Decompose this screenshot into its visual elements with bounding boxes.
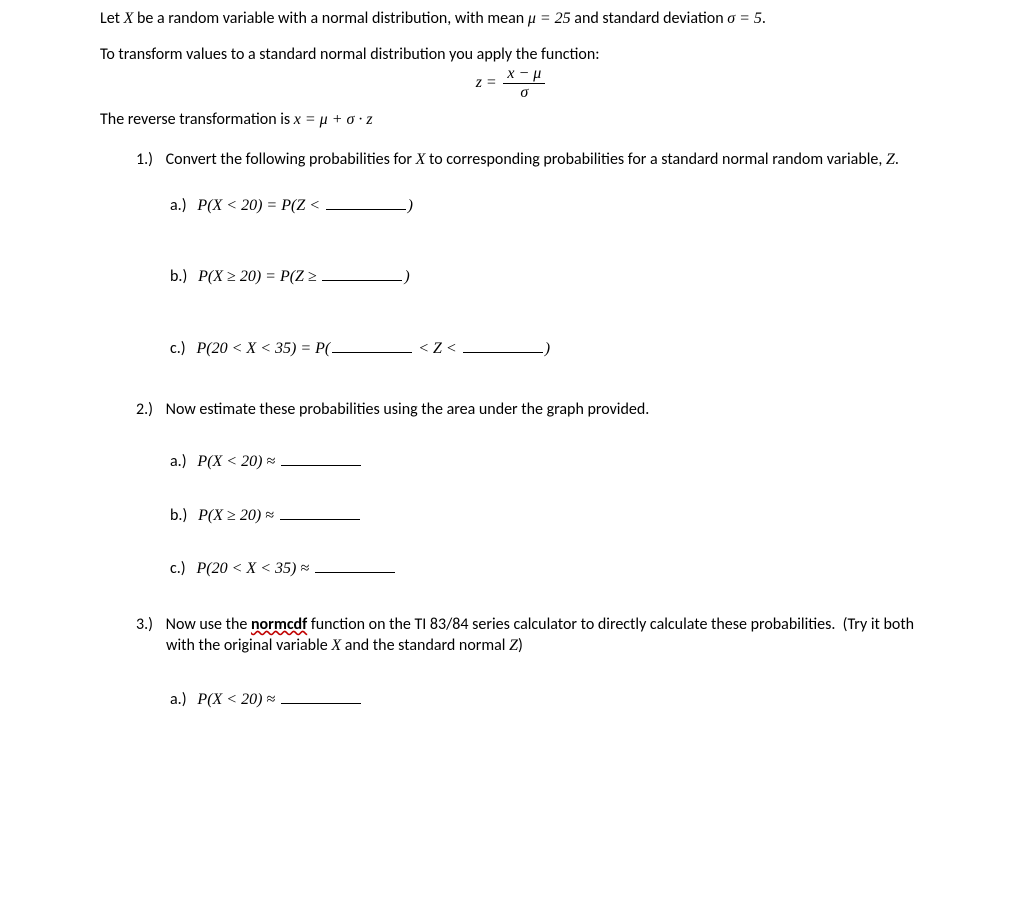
q2-text: Now estimate these probabilities using t… bbox=[166, 400, 650, 419]
q3-number: 3.) bbox=[136, 614, 162, 636]
q2a-label: a.) bbox=[170, 452, 187, 471]
text: Convert the following probabilities for bbox=[166, 150, 416, 169]
q1c-expr-left: P(20 < X < 35) = P( bbox=[197, 340, 331, 357]
frac-num: x − μ bbox=[503, 65, 545, 84]
q2a-expr: P(X < 20) ≈ bbox=[197, 453, 279, 470]
q2-prompt: 2.) Now estimate these probabilities usi… bbox=[136, 399, 924, 421]
text: be a random variable with a normal distr… bbox=[133, 9, 527, 28]
q1a-blank[interactable] bbox=[326, 193, 406, 210]
text: Let bbox=[100, 9, 124, 28]
q2-number: 2.) bbox=[136, 399, 162, 421]
z-eq-left: z = bbox=[476, 74, 497, 91]
var-z: Z bbox=[886, 151, 895, 168]
q1a-expr-right: ) bbox=[408, 197, 413, 214]
q2c-blank[interactable] bbox=[315, 556, 395, 573]
q1c-label: c.) bbox=[170, 339, 186, 358]
q1c-expr-mid: < Z < bbox=[414, 340, 461, 357]
q1-prompt: 1.) Convert the following probabilities … bbox=[136, 149, 924, 171]
q1c-blank1[interactable] bbox=[332, 336, 412, 353]
var-z: Z bbox=[509, 637, 518, 654]
text: Now use the bbox=[166, 615, 251, 634]
text: . bbox=[895, 150, 899, 169]
z-formula: z = x − μ σ bbox=[100, 65, 924, 101]
q3a: a.) P(X < 20) ≈ bbox=[170, 687, 924, 711]
q2c-expr: P(20 < X < 35) ≈ bbox=[197, 560, 314, 577]
normcdf-word: normcdf bbox=[251, 615, 307, 634]
sigma-value: = 5 bbox=[735, 10, 762, 27]
question-2: 2.) Now estimate these probabilities usi… bbox=[136, 399, 924, 579]
q2c-label: c.) bbox=[170, 559, 186, 578]
fraction: x − μ σ bbox=[503, 65, 545, 101]
var-x: X bbox=[124, 10, 134, 27]
var-x: X bbox=[416, 151, 426, 168]
q3a-label: a.) bbox=[170, 690, 187, 709]
intro-line2: To transform values to a standard normal… bbox=[100, 44, 924, 66]
text: and standard deviation bbox=[571, 9, 728, 28]
q1b-label: b.) bbox=[170, 267, 187, 286]
mu-value: = 25 bbox=[536, 10, 571, 27]
q1-number: 1.) bbox=[136, 149, 162, 171]
q1b: b.) P(X ≥ 20) = P(Z ≥ ) bbox=[170, 264, 924, 288]
q2a: a.) P(X < 20) ≈ bbox=[170, 449, 924, 473]
q1b-expr-right: ) bbox=[404, 268, 409, 285]
q2b-expr: P(X ≥ 20) ≈ bbox=[198, 507, 278, 524]
question-1: 1.) Convert the following probabilities … bbox=[136, 149, 924, 359]
text: . bbox=[762, 9, 766, 28]
question-3: 3.) Now use the normcdf function on the … bbox=[136, 614, 924, 711]
text: to corresponding probabilities for a sta… bbox=[425, 150, 886, 169]
reverse-eq: x = μ + σ · z bbox=[294, 111, 373, 128]
var-mu: μ bbox=[528, 10, 536, 27]
q1a-label: a.) bbox=[170, 196, 187, 215]
q2b: b.) P(X ≥ 20) ≈ bbox=[170, 503, 924, 527]
intro-line1: Let X be a random variable with a normal… bbox=[100, 8, 924, 30]
var-x: X bbox=[331, 637, 341, 654]
intro-line3: The reverse transformation is x = μ + σ … bbox=[100, 109, 924, 131]
q1b-expr-left: P(X ≥ 20) = P(Z ≥ bbox=[198, 268, 317, 285]
q2c: c.) P(20 < X < 35) ≈ bbox=[170, 556, 924, 580]
q2b-label: b.) bbox=[170, 506, 187, 525]
q2a-blank[interactable] bbox=[281, 449, 361, 466]
q2b-blank[interactable] bbox=[280, 503, 360, 520]
text: and the standard normal bbox=[341, 636, 509, 655]
var-sigma: σ bbox=[727, 10, 735, 27]
text: The reverse transformation is bbox=[100, 110, 294, 129]
q1c-blank2[interactable] bbox=[463, 336, 543, 353]
q1a: a.) P(X < 20) = P(Z < ) bbox=[170, 193, 924, 217]
q1a-expr-left: P(X < 20) = P(Z < bbox=[197, 197, 320, 214]
q3a-expr: P(X < 20) ≈ bbox=[197, 691, 279, 708]
frac-den: σ bbox=[503, 84, 545, 102]
text: ) bbox=[518, 636, 523, 655]
q1c-expr-right: ) bbox=[545, 340, 550, 357]
q3a-blank[interactable] bbox=[281, 687, 361, 704]
q3-prompt: 3.) Now use the normcdf function on the … bbox=[136, 614, 924, 657]
q1b-blank[interactable] bbox=[322, 264, 402, 281]
q1c: c.) P(20 < X < 35) = P( < Z < ) bbox=[170, 336, 924, 360]
